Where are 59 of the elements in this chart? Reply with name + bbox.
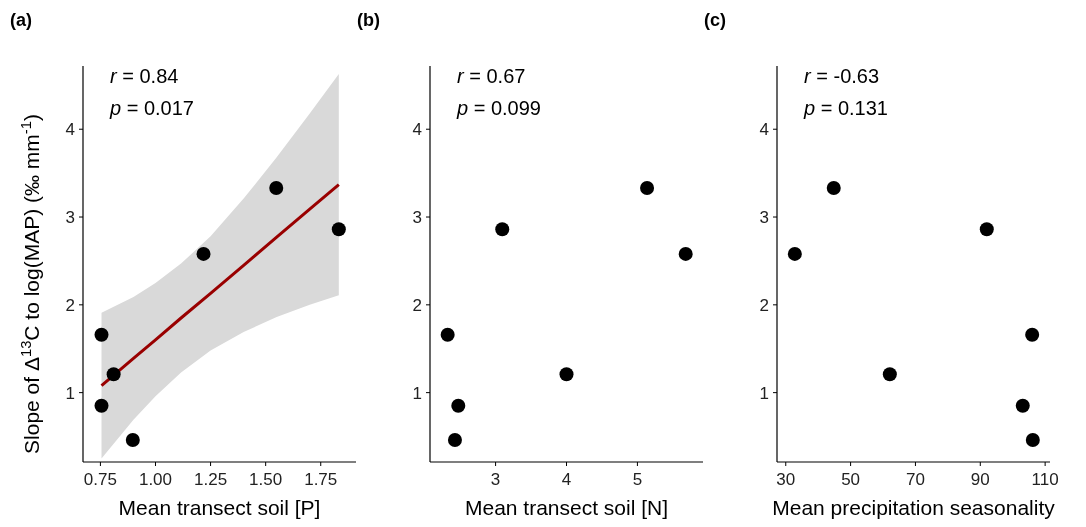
x-tick-label: 1.50	[249, 470, 283, 489]
point	[106, 367, 121, 382]
annotation: p = 0.017	[109, 97, 194, 119]
annotation: p = 0.099	[456, 97, 541, 119]
x-tick-label: 90	[970, 470, 990, 489]
x-axis-title: Mean transect soil [P]	[118, 496, 321, 519]
x-tick-label: 50	[841, 470, 861, 489]
point	[331, 222, 346, 237]
annotation: r = 0.67	[457, 65, 526, 87]
y-tick-label: 1	[412, 383, 422, 403]
y-tick-label: 2	[65, 295, 75, 315]
annotation: p = 0.131	[803, 97, 888, 119]
annotation: r = 0.84	[110, 65, 179, 87]
point	[447, 433, 462, 448]
y-tick-label: 3	[65, 208, 75, 228]
point	[269, 181, 284, 196]
line-series	[100, 183, 341, 388]
point	[1025, 327, 1040, 342]
point	[1015, 398, 1030, 413]
point	[640, 181, 655, 196]
chart-title: (a)	[10, 10, 32, 30]
y-tick-label: 4	[65, 120, 75, 140]
x-tick-label: 1.00	[138, 470, 173, 489]
chart-title: (b)	[357, 10, 380, 30]
point	[440, 327, 455, 342]
point	[678, 246, 693, 261]
point	[94, 327, 109, 342]
point	[451, 398, 466, 413]
y-tick-label: 4	[412, 120, 422, 140]
y-tick-label: 1	[759, 383, 769, 403]
point	[196, 246, 211, 261]
point	[559, 367, 574, 382]
chart-title: (c)	[704, 10, 726, 30]
x-axis-title: Mean precipitation seasonality	[772, 496, 1056, 519]
y-tick-label: 1	[65, 383, 75, 403]
x-tick-label: 3	[490, 470, 501, 489]
x-tick-label: 1.75	[304, 470, 338, 489]
point	[826, 181, 841, 196]
x-tick-label: 0.75	[83, 470, 117, 489]
x-tick-label: 4	[561, 470, 572, 489]
x-tick-label: 110	[1031, 470, 1059, 489]
point	[125, 433, 140, 448]
point	[979, 222, 994, 237]
point	[94, 398, 109, 413]
point	[495, 222, 510, 237]
y-tick-label: 2	[759, 295, 769, 315]
y-tick-label: 4	[759, 120, 769, 140]
x-tick-label: 5	[632, 470, 643, 489]
x-axis-title: Mean transect soil [N]	[464, 496, 669, 519]
x-tick-label: 30	[776, 470, 796, 489]
y-tick-label: 2	[412, 295, 422, 315]
x-tick-label: 1.25	[194, 470, 228, 489]
point	[882, 367, 897, 382]
y-tick-label: 3	[412, 208, 422, 228]
point	[1025, 433, 1040, 448]
y-tick-label: 3	[759, 208, 769, 228]
x-tick-label: 70	[905, 470, 925, 489]
point	[787, 246, 802, 261]
annotation: r = -0.63	[804, 65, 880, 87]
